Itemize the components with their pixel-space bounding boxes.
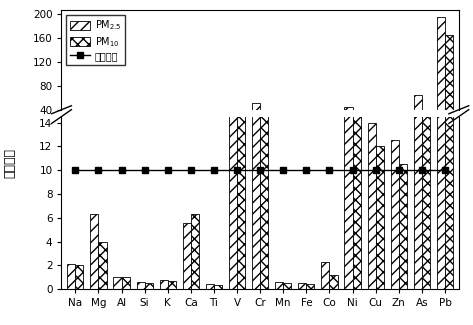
Bar — [321, 262, 330, 289]
Bar — [168, 133, 176, 134]
Bar — [160, 133, 168, 134]
Bar — [391, 140, 399, 289]
Bar — [90, 130, 98, 134]
Legend: PM$_{2.5}$, PM$_{10}$, 富集因子: PM$_{2.5}$, PM$_{10}$, 富集因子 — [66, 15, 125, 65]
Bar — [330, 275, 338, 289]
Bar — [283, 283, 291, 289]
Bar — [391, 126, 399, 134]
Bar — [399, 164, 407, 289]
Bar — [137, 133, 145, 134]
Bar — [422, 0, 430, 289]
Bar — [252, 103, 260, 134]
Bar — [414, 0, 422, 289]
Bar — [260, 116, 268, 134]
Bar — [229, 110, 237, 134]
Bar — [275, 133, 283, 134]
Bar — [145, 283, 153, 289]
Bar — [214, 285, 222, 289]
Bar — [168, 281, 176, 289]
Bar — [422, 113, 430, 134]
Bar — [260, 0, 268, 289]
Bar — [437, 17, 445, 134]
Bar — [114, 133, 122, 134]
Bar — [98, 131, 106, 134]
Bar — [298, 283, 307, 289]
Bar — [414, 95, 422, 134]
Bar — [252, 0, 260, 289]
Bar — [237, 0, 245, 289]
Bar — [122, 133, 130, 134]
Bar — [114, 277, 122, 289]
Bar — [437, 0, 445, 289]
Text: 富集因子: 富集因子 — [3, 148, 16, 177]
Bar — [191, 130, 199, 134]
Bar — [368, 125, 376, 134]
Bar — [75, 133, 83, 134]
Bar — [283, 133, 291, 134]
Bar — [352, 0, 360, 289]
Bar — [183, 223, 191, 289]
Bar — [75, 266, 83, 289]
Bar — [183, 130, 191, 134]
Bar — [352, 114, 360, 134]
Bar — [376, 126, 384, 134]
Bar — [321, 132, 330, 134]
Bar — [137, 282, 145, 289]
Bar — [160, 280, 168, 289]
Bar — [330, 133, 338, 134]
Bar — [90, 214, 98, 289]
Bar — [229, 0, 237, 289]
Bar — [122, 277, 130, 289]
Bar — [275, 282, 283, 289]
Bar — [307, 284, 315, 289]
Bar — [67, 132, 75, 134]
Bar — [344, 107, 352, 134]
Bar — [206, 284, 214, 289]
Bar — [368, 123, 376, 289]
Bar — [445, 0, 453, 289]
Bar — [237, 114, 245, 134]
Bar — [191, 214, 199, 289]
Bar — [344, 0, 352, 289]
Bar — [445, 35, 453, 134]
Bar — [376, 146, 384, 289]
Bar — [67, 264, 75, 289]
Bar — [98, 241, 106, 289]
Bar — [399, 127, 407, 134]
